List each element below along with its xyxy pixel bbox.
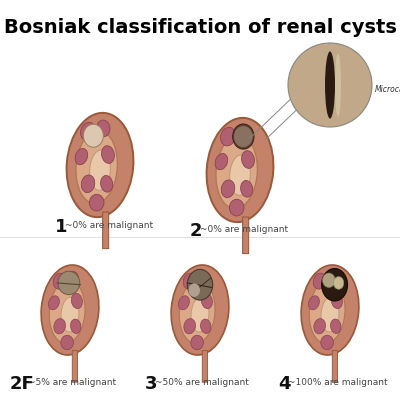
- Ellipse shape: [54, 319, 66, 334]
- Text: ~0% are malignant: ~0% are malignant: [65, 221, 153, 230]
- Text: ~5% are malignant: ~5% are malignant: [28, 378, 116, 387]
- Ellipse shape: [191, 335, 204, 350]
- Ellipse shape: [83, 124, 103, 147]
- Ellipse shape: [330, 319, 341, 334]
- Ellipse shape: [61, 297, 79, 332]
- Ellipse shape: [41, 265, 99, 355]
- FancyBboxPatch shape: [103, 212, 109, 249]
- Ellipse shape: [334, 277, 344, 289]
- Ellipse shape: [70, 319, 81, 334]
- FancyBboxPatch shape: [202, 350, 208, 382]
- Ellipse shape: [61, 335, 74, 350]
- FancyBboxPatch shape: [332, 350, 338, 382]
- Ellipse shape: [313, 273, 326, 289]
- Text: ~50% are malignant: ~50% are malignant: [155, 378, 249, 387]
- Ellipse shape: [206, 118, 274, 222]
- Ellipse shape: [184, 319, 196, 334]
- Text: 2F: 2F: [10, 375, 35, 393]
- Ellipse shape: [191, 297, 209, 332]
- Ellipse shape: [179, 280, 215, 343]
- Ellipse shape: [58, 271, 80, 295]
- Ellipse shape: [241, 180, 253, 197]
- Ellipse shape: [187, 270, 213, 300]
- Text: Bosniak classification of renal cysts: Bosniak classification of renal cysts: [4, 18, 396, 37]
- Ellipse shape: [197, 271, 209, 286]
- Ellipse shape: [215, 154, 228, 170]
- Ellipse shape: [171, 265, 229, 355]
- Ellipse shape: [216, 136, 257, 209]
- Ellipse shape: [188, 283, 200, 297]
- Text: ~100% are malignant: ~100% are malignant: [288, 378, 388, 387]
- Ellipse shape: [90, 150, 110, 190]
- Ellipse shape: [49, 280, 85, 343]
- Ellipse shape: [66, 113, 134, 217]
- Ellipse shape: [75, 148, 88, 165]
- Text: 4: 4: [278, 375, 290, 393]
- Ellipse shape: [237, 125, 250, 142]
- Text: 2: 2: [190, 222, 202, 240]
- Text: 3: 3: [145, 375, 158, 393]
- Ellipse shape: [178, 296, 189, 310]
- Ellipse shape: [335, 54, 341, 116]
- Ellipse shape: [322, 268, 348, 301]
- Ellipse shape: [200, 319, 211, 334]
- FancyBboxPatch shape: [243, 217, 249, 254]
- Ellipse shape: [53, 273, 66, 289]
- Ellipse shape: [308, 296, 319, 310]
- Ellipse shape: [48, 296, 59, 310]
- Ellipse shape: [80, 122, 96, 141]
- Ellipse shape: [309, 280, 345, 343]
- Ellipse shape: [183, 273, 196, 289]
- Ellipse shape: [230, 155, 250, 195]
- Ellipse shape: [229, 199, 244, 216]
- Ellipse shape: [301, 265, 359, 355]
- Ellipse shape: [89, 194, 104, 211]
- Ellipse shape: [234, 126, 253, 147]
- Ellipse shape: [97, 120, 110, 137]
- Text: Microcalcification: Microcalcification: [375, 86, 400, 94]
- Ellipse shape: [327, 271, 339, 286]
- Ellipse shape: [325, 51, 335, 119]
- Ellipse shape: [321, 335, 334, 350]
- Ellipse shape: [242, 151, 254, 168]
- Ellipse shape: [322, 273, 335, 288]
- Ellipse shape: [314, 319, 326, 334]
- Ellipse shape: [101, 176, 113, 192]
- Ellipse shape: [102, 146, 114, 163]
- Ellipse shape: [201, 293, 212, 308]
- Ellipse shape: [221, 180, 235, 198]
- Ellipse shape: [76, 130, 117, 204]
- Circle shape: [288, 43, 372, 127]
- Ellipse shape: [81, 175, 95, 193]
- FancyBboxPatch shape: [72, 350, 78, 382]
- Ellipse shape: [71, 293, 82, 308]
- Ellipse shape: [321, 297, 339, 332]
- Ellipse shape: [67, 271, 79, 286]
- Ellipse shape: [220, 127, 236, 146]
- Ellipse shape: [331, 293, 342, 308]
- Text: 1: 1: [55, 218, 68, 236]
- Ellipse shape: [233, 124, 254, 149]
- Text: ~0% are malignant: ~0% are malignant: [200, 225, 288, 234]
